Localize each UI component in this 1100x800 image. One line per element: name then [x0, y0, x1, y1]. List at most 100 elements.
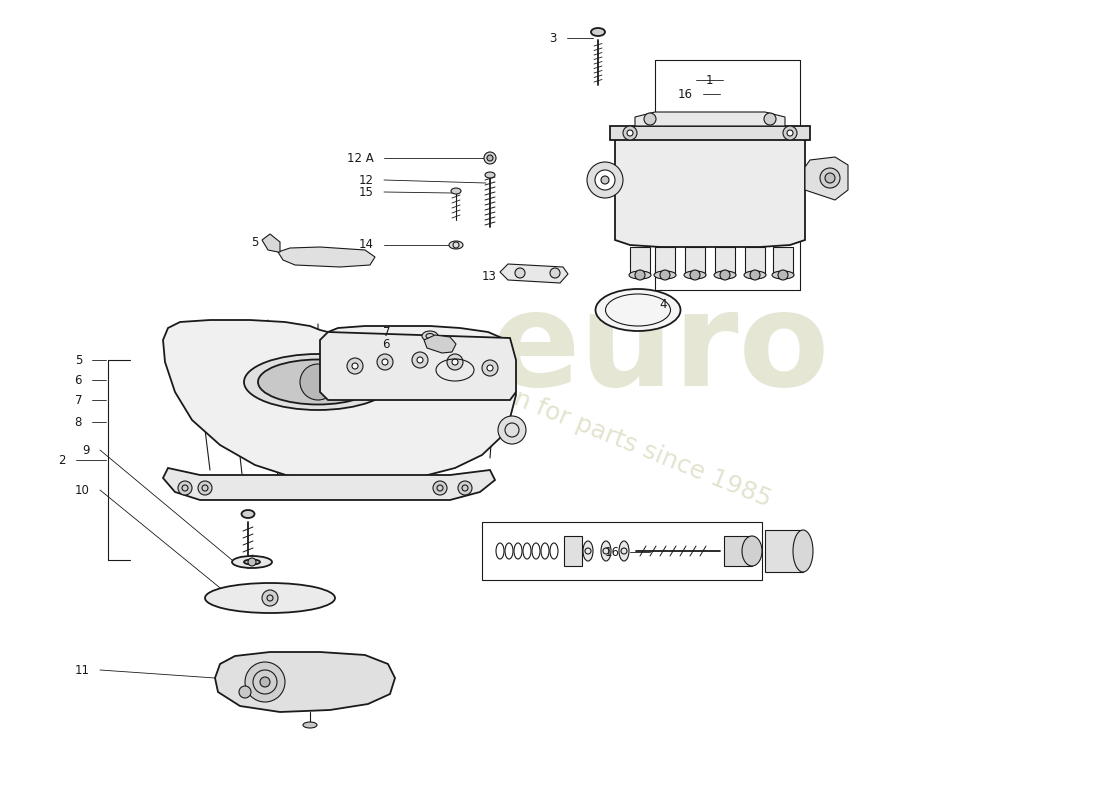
Circle shape [260, 677, 270, 687]
Text: 2: 2 [58, 454, 66, 466]
Ellipse shape [449, 241, 463, 249]
Text: 12: 12 [359, 174, 374, 186]
Circle shape [623, 126, 637, 140]
Bar [482, 522, 762, 580]
Bar [630, 247, 650, 275]
Circle shape [248, 558, 256, 566]
Ellipse shape [422, 331, 438, 341]
Circle shape [262, 590, 278, 606]
Circle shape [550, 268, 560, 278]
Polygon shape [214, 652, 395, 712]
Circle shape [447, 354, 463, 370]
Text: 11: 11 [75, 663, 90, 677]
Circle shape [487, 365, 493, 371]
Ellipse shape [619, 541, 629, 561]
Circle shape [764, 113, 776, 125]
Ellipse shape [242, 510, 254, 518]
Ellipse shape [244, 559, 260, 565]
Ellipse shape [232, 556, 272, 568]
Text: 14: 14 [359, 238, 374, 251]
Circle shape [484, 152, 496, 164]
Bar [654, 247, 675, 275]
Text: 15: 15 [359, 186, 374, 198]
Circle shape [498, 416, 526, 444]
Text: 12 A: 12 A [348, 151, 374, 165]
Circle shape [245, 662, 285, 702]
Circle shape [458, 481, 472, 495]
Ellipse shape [302, 722, 317, 728]
Text: 13: 13 [482, 270, 497, 282]
Circle shape [377, 354, 393, 370]
Circle shape [452, 359, 458, 365]
Circle shape [750, 270, 760, 280]
Circle shape [587, 162, 623, 198]
Ellipse shape [772, 271, 794, 279]
Ellipse shape [684, 271, 706, 279]
Circle shape [300, 364, 336, 400]
Circle shape [783, 126, 798, 140]
Circle shape [178, 481, 192, 495]
Circle shape [825, 173, 835, 183]
Bar [564, 536, 582, 566]
Bar [715, 247, 735, 275]
Circle shape [820, 168, 840, 188]
Polygon shape [278, 247, 375, 267]
Circle shape [352, 363, 358, 369]
Circle shape [433, 481, 447, 495]
Text: 6: 6 [75, 374, 82, 386]
Ellipse shape [485, 172, 495, 178]
Ellipse shape [591, 28, 605, 36]
Polygon shape [163, 468, 495, 500]
Bar [724, 536, 752, 566]
Polygon shape [424, 335, 456, 353]
Circle shape [412, 352, 428, 368]
Text: 1: 1 [705, 74, 713, 86]
Circle shape [346, 358, 363, 374]
Ellipse shape [742, 536, 762, 566]
Circle shape [644, 113, 656, 125]
Text: 5: 5 [75, 354, 82, 366]
Polygon shape [615, 135, 805, 247]
Text: 4: 4 [660, 298, 667, 311]
Circle shape [786, 130, 793, 136]
Ellipse shape [793, 530, 813, 572]
Circle shape [595, 170, 615, 190]
Text: 7: 7 [75, 394, 82, 406]
Ellipse shape [451, 188, 461, 194]
Text: 6: 6 [383, 338, 390, 351]
Circle shape [660, 270, 670, 280]
Text: 10: 10 [75, 483, 90, 497]
Circle shape [482, 360, 498, 376]
Bar [685, 247, 705, 275]
Text: 3: 3 [550, 31, 557, 45]
Circle shape [515, 268, 525, 278]
Polygon shape [805, 157, 848, 200]
Ellipse shape [744, 271, 766, 279]
Text: 9: 9 [82, 443, 90, 457]
Bar [610, 126, 810, 140]
Circle shape [627, 130, 632, 136]
Polygon shape [500, 264, 568, 283]
Circle shape [417, 357, 424, 363]
Ellipse shape [629, 271, 651, 279]
Circle shape [720, 270, 730, 280]
Bar [773, 247, 793, 275]
Ellipse shape [595, 289, 681, 331]
Circle shape [635, 270, 645, 280]
Text: 16: 16 [678, 87, 693, 101]
Ellipse shape [654, 271, 676, 279]
Ellipse shape [244, 354, 392, 410]
Bar [745, 247, 764, 275]
Polygon shape [320, 332, 516, 400]
Circle shape [239, 686, 251, 698]
Ellipse shape [714, 271, 736, 279]
Text: 5: 5 [251, 235, 258, 249]
Circle shape [690, 270, 700, 280]
Bar [764, 530, 803, 572]
Text: 7: 7 [383, 326, 390, 339]
Ellipse shape [601, 541, 610, 561]
Circle shape [487, 155, 493, 161]
Circle shape [382, 359, 388, 365]
Circle shape [778, 270, 788, 280]
Ellipse shape [258, 359, 378, 405]
